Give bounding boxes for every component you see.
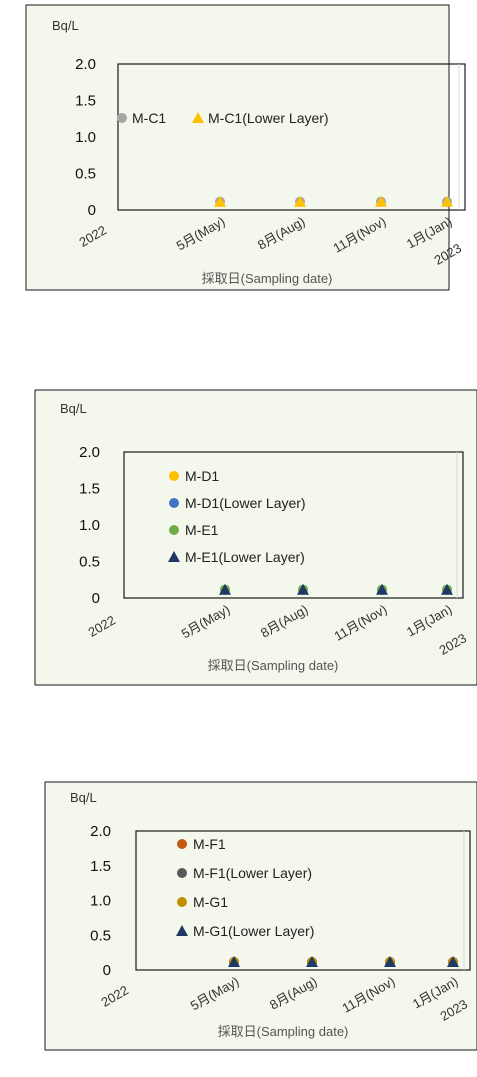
legend-marker — [192, 112, 204, 123]
legend-marker — [177, 897, 187, 907]
data-point — [306, 956, 318, 968]
plot-area — [117, 63, 466, 211]
data-point — [228, 956, 240, 968]
y-tick-label: 1.0 — [90, 893, 111, 910]
chart-background — [34, 389, 477, 686]
legend-label: M-F1(Lower Layer) — [193, 865, 312, 881]
legend-marker — [177, 868, 187, 878]
chart-d1-e1-group: Bq/L00.51.01.52.05月(May) 8月(Aug) 11月(Nov) 1… — [34, 389, 477, 686]
x-axis-label: 採取日(Sampling date) — [202, 271, 333, 286]
y-axis-label: Bq/L — [70, 790, 97, 805]
plot-area — [135, 830, 471, 971]
data-point — [297, 583, 309, 595]
legend-label: M-C1(Lower Layer) — [208, 110, 329, 126]
legend-label: M-E1(Lower Layer) — [185, 549, 305, 565]
chart-c1-group: Bq/L00.51.01.52.05月(May) 8月(Aug) 11月(Nov) 1… — [25, 4, 466, 291]
y-tick-label: 1.5 — [75, 93, 96, 110]
legend-marker — [176, 925, 188, 936]
y-tick-label: 1.5 — [79, 481, 100, 498]
data-point — [214, 195, 226, 207]
legend-marker — [168, 551, 180, 562]
data-point — [294, 195, 306, 207]
y-tick-label: 0.5 — [90, 927, 111, 944]
y-tick-label: 0.5 — [75, 166, 96, 183]
y-tick-label: 2.0 — [79, 444, 100, 461]
chart-f1-g1-group: Bq/L00.51.01.52.05月(May) 8月(Aug) 11月(Nov) 1… — [44, 781, 477, 1051]
legend-label: M-E1 — [185, 522, 219, 538]
legend-label: M-D1(Lower Layer) — [185, 495, 306, 511]
legend-label: M-C1 — [132, 110, 166, 126]
data-point — [384, 956, 396, 968]
y-tick-label: 1.5 — [90, 858, 111, 875]
y-tick-label: 1.0 — [79, 517, 100, 534]
legend-marker — [117, 113, 127, 123]
y-axis-label: Bq/L — [60, 401, 87, 416]
y-tick-label: 0 — [92, 590, 100, 607]
chart-background — [25, 4, 450, 291]
legend-label: M-G1 — [193, 894, 228, 910]
legend-marker — [169, 471, 179, 481]
y-tick-label: 1.0 — [75, 129, 96, 146]
data-point — [447, 956, 459, 968]
plot-area — [123, 451, 464, 599]
legend-marker — [169, 525, 179, 535]
y-tick-label: 2.0 — [75, 56, 96, 73]
chart-background — [44, 781, 477, 1051]
y-tick-label: 0 — [103, 962, 111, 979]
data-point — [375, 195, 387, 207]
data-point — [376, 583, 388, 595]
data-point — [441, 195, 453, 207]
legend-marker — [169, 498, 179, 508]
x-axis-label: 採取日(Sampling date) — [208, 658, 339, 673]
y-axis-label: Bq/L — [52, 18, 79, 33]
y-tick-label: 0 — [88, 202, 96, 219]
data-point — [441, 583, 453, 595]
data-point — [219, 583, 231, 595]
legend-label: M-F1 — [193, 836, 226, 852]
legend-label: M-G1(Lower Layer) — [193, 923, 314, 939]
legend-marker — [177, 839, 187, 849]
y-tick-label: 0.5 — [79, 554, 100, 571]
y-tick-label: 2.0 — [90, 823, 111, 840]
x-axis-label: 採取日(Sampling date) — [218, 1024, 349, 1039]
legend-label: M-D1 — [185, 468, 219, 484]
